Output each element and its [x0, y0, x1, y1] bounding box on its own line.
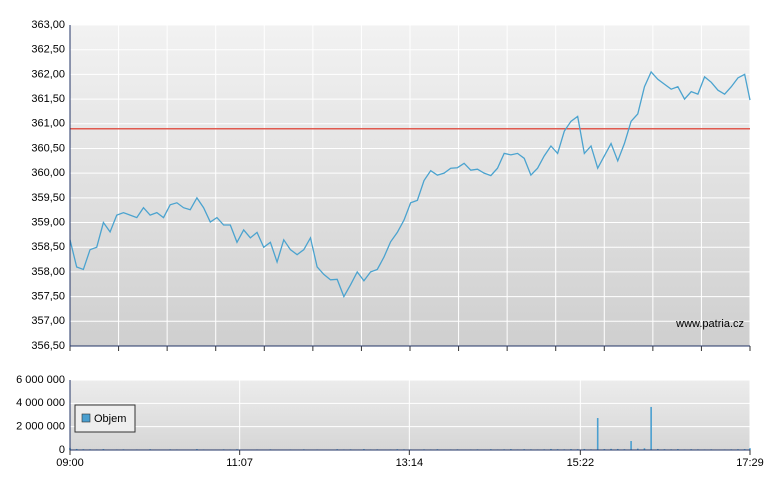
y-tick-label: 2 000 000: [16, 421, 65, 433]
volume-bar: [596, 418, 599, 450]
y-tick-label: 361,50: [31, 93, 65, 105]
volume-bar: [650, 406, 652, 450]
x-tick-label: 17:29: [736, 457, 764, 469]
legend-swatch: [81, 413, 91, 423]
price-line: [69, 70, 751, 299]
legend-label: Objem: [94, 413, 126, 425]
x-tick-label: 09:00: [56, 457, 84, 469]
volume-bar: [550, 448, 552, 450]
y-tick-label: 363,00: [31, 19, 65, 31]
watermark: www.patria.cz: [675, 318, 744, 330]
x-tick-label: 11:07: [226, 457, 253, 469]
y-tick-label: 0: [59, 444, 65, 456]
y-tick-label: 361,00: [31, 118, 65, 130]
chart-layer: 356,50 357,00 357,50 358,00 358,50 359,00 359,…: [16, 19, 764, 469]
y-tick-label: 356,50: [31, 340, 65, 352]
legend: Objem: [74, 404, 136, 433]
y-tick-label: 4 000 000: [16, 397, 65, 409]
volume-bar: [636, 448, 639, 450]
plot-background: [70, 380, 750, 450]
x-tick-label: 13:14: [396, 457, 424, 469]
y-tick-label: 357,00: [31, 315, 65, 327]
y-tick-label: 359,50: [31, 192, 65, 204]
y-tick-label: 6 000 000: [16, 374, 65, 386]
y-tick-label: 362,50: [31, 44, 65, 56]
volume-bar: [75, 448, 78, 450]
volume-bar: [630, 441, 632, 450]
y-tick-label: 358,00: [31, 266, 65, 278]
volume-bar: [643, 448, 646, 450]
y-tick-label: 358,50: [31, 241, 65, 253]
volume-bar: [610, 448, 612, 450]
y-tick-label: 362,00: [31, 68, 65, 80]
y-tick-label: 359,00: [31, 216, 65, 228]
volume-bar: [749, 448, 751, 450]
y-tick-label: 357,50: [31, 291, 65, 303]
y-tick-label: 360,00: [31, 167, 65, 179]
y-tick-label: 360,50: [31, 142, 65, 154]
x-tick-label: 15:22: [567, 457, 595, 469]
volume-bar: [583, 448, 586, 450]
volume-bar: [616, 448, 619, 450]
volume-bar: [657, 448, 659, 450]
